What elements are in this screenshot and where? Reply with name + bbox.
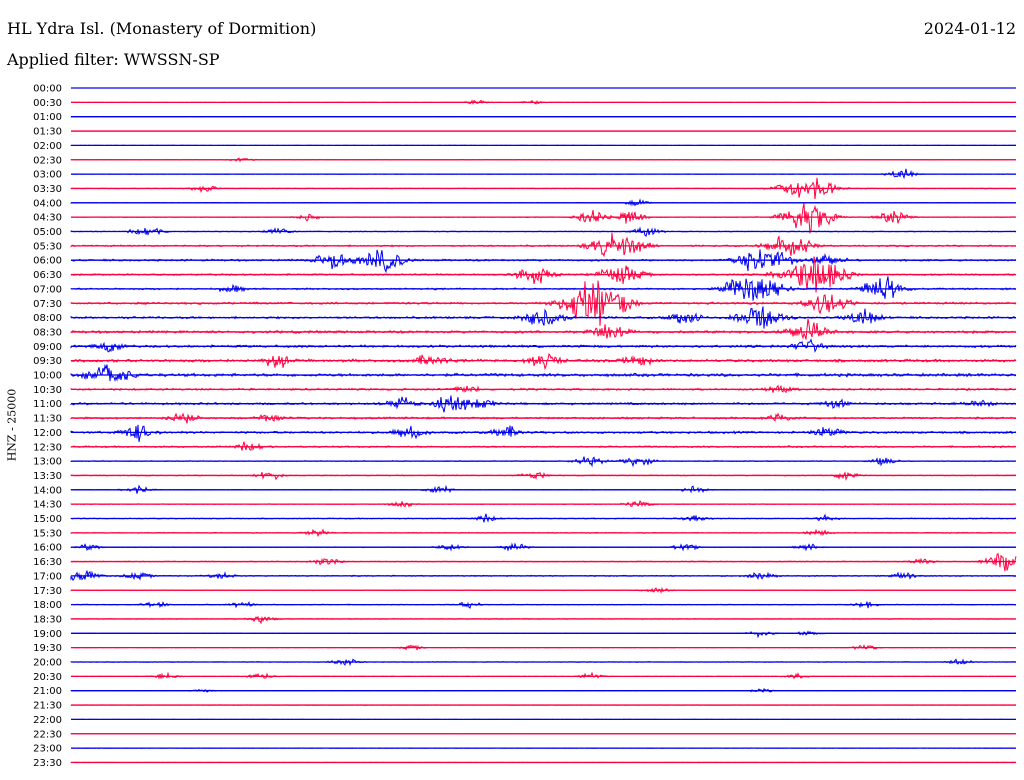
time-tick-label: 03:00 — [33, 170, 62, 181]
time-tick-label: 04:30 — [33, 213, 62, 224]
time-tick-label: 06:30 — [33, 270, 62, 281]
seismic-trace — [70, 318, 1017, 340]
time-tick-label: 15:30 — [33, 528, 62, 539]
time-tick-label: 15:00 — [33, 514, 62, 525]
time-tick-label: 09:30 — [33, 356, 62, 367]
time-tick-label: 23:00 — [33, 744, 62, 755]
time-tick-label: 13:00 — [33, 457, 62, 468]
seismic-trace — [70, 232, 1017, 258]
filter-label: Applied filter: WWSSN-SP — [7, 50, 220, 69]
seismic-trace — [70, 168, 1017, 180]
time-tick-label: 09:00 — [33, 342, 62, 353]
time-tick-label: 16:00 — [33, 543, 62, 554]
seismic-trace — [70, 203, 1017, 235]
time-tick-label: 02:30 — [33, 155, 62, 166]
time-tick-label: 12:30 — [33, 442, 62, 453]
time-tick-label: 13:30 — [33, 471, 62, 482]
time-tick-label: 04:00 — [33, 198, 62, 209]
time-tick-label: 11:00 — [33, 399, 62, 410]
time-tick-label: 02:00 — [33, 141, 62, 152]
time-tick-label: 10:00 — [33, 371, 62, 382]
seismic-trace — [70, 615, 1017, 625]
seismic-trace — [70, 630, 1017, 639]
time-tick-label: 16:30 — [33, 557, 62, 568]
date-label: 2024-01-12 — [923, 19, 1016, 38]
time-tick-label: 14:30 — [33, 500, 62, 511]
time-tick-label: 00:00 — [33, 84, 62, 95]
seismic-trace — [70, 424, 1017, 442]
time-tick-label: 06:00 — [33, 256, 62, 267]
time-tick-label: 08:30 — [33, 327, 62, 338]
seismic-trace — [70, 552, 1017, 572]
time-tick-label: 07:30 — [33, 299, 62, 310]
time-tick-label: 00:30 — [33, 98, 62, 109]
time-tick-label: 08:00 — [33, 313, 62, 324]
time-tick-label: 20:00 — [33, 658, 62, 669]
seismic-trace — [70, 363, 1017, 382]
time-tick-label: 21:00 — [33, 686, 62, 697]
time-tick-label: 23:30 — [33, 758, 62, 769]
time-tick-label: 01:00 — [33, 112, 62, 123]
time-tick-label: 18:30 — [33, 614, 62, 625]
time-tick-label: 17:00 — [33, 571, 62, 582]
time-tick-label: 14:00 — [33, 485, 62, 496]
time-tick-label: 12:00 — [33, 428, 62, 439]
time-tick-label: 19:00 — [33, 629, 62, 640]
time-tick-label: 17:30 — [33, 586, 62, 597]
time-tick-label: 05:00 — [33, 227, 62, 238]
time-tick-label: 21:30 — [33, 701, 62, 712]
time-tick-label: 05:30 — [33, 241, 62, 252]
time-tick-label: 03:30 — [33, 184, 62, 195]
time-tick-label: 10:30 — [33, 385, 62, 396]
station-title: HL Ydra Isl. (Monastery of Dormition) — [7, 19, 317, 38]
time-tick-label: 11:30 — [33, 414, 62, 425]
time-tick-label: 20:30 — [33, 672, 62, 683]
time-tick-label: 19:30 — [33, 643, 62, 654]
time-tick-label: 01:30 — [33, 127, 62, 138]
time-tick-label: 22:30 — [33, 729, 62, 740]
time-tick-label: 07:00 — [33, 284, 62, 295]
time-tick-label: 22:00 — [33, 715, 62, 726]
time-tick-label: 18:00 — [33, 600, 62, 611]
